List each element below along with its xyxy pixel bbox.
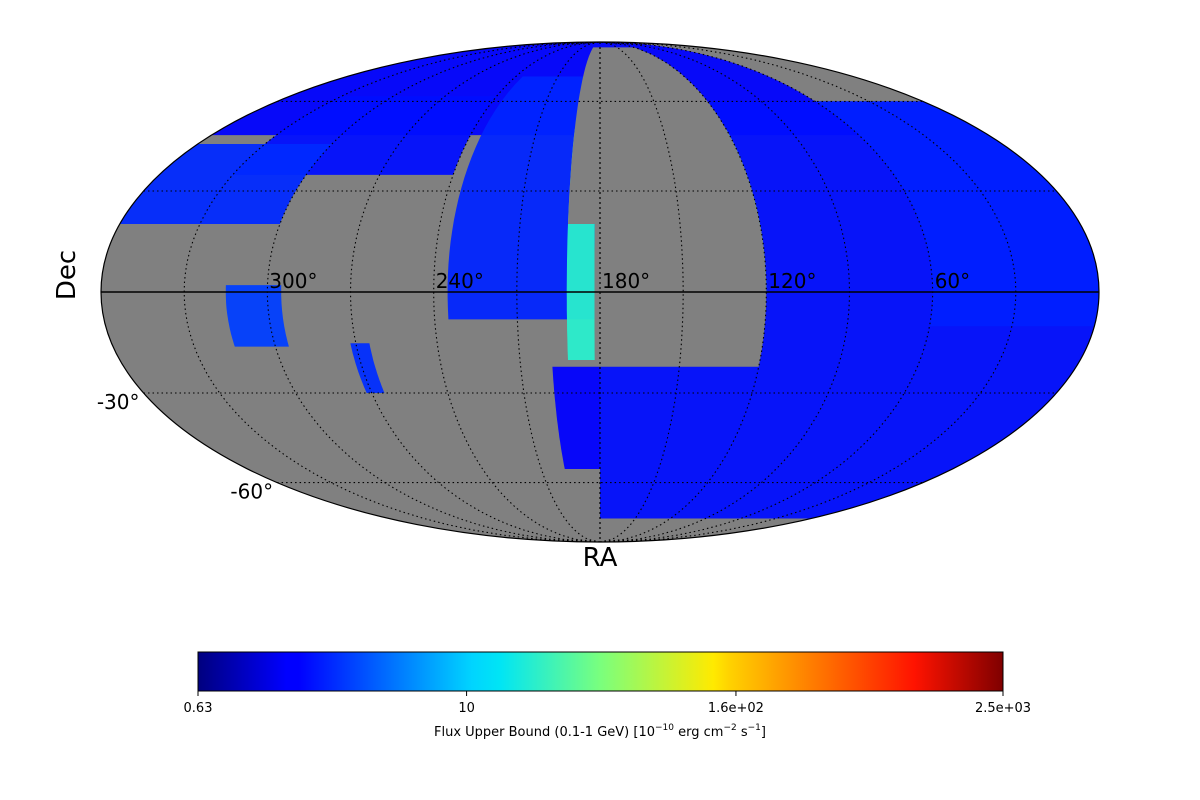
colorbar-gradient	[197, 651, 1004, 692]
flux-region-north-east-edge	[119, 144, 332, 224]
flux-regions	[119, 42, 1099, 519]
ra-tick-120: 120°	[768, 269, 816, 293]
ra-tick-60: 60°	[935, 269, 970, 293]
colorbar-tick-label-0: 0.63	[184, 701, 213, 716]
flux-region-small-patch-2	[350, 343, 385, 393]
meridian-120	[599, 42, 767, 542]
dec-tick--60: -60°	[230, 480, 273, 504]
no-data-central-hole	[600, 47, 767, 367]
colorbar-label: Flux Upper Bound (0.1-1 GeV) [10−10 erg …	[434, 723, 766, 740]
meridian-240	[433, 42, 601, 542]
y-axis-title: Dec	[52, 250, 82, 300]
ra-tick-labels: 300° 240° 180° 120° 60°	[269, 269, 970, 293]
dec-tick--30: -30°	[97, 390, 140, 414]
colorbar-tick-label-2: 1.6e+02	[708, 701, 764, 716]
ra-tick-240: 240°	[436, 269, 484, 293]
colorbar-tick-label-1: 10	[458, 701, 475, 716]
colorbar-ticks: 0.63 10 1.6e+02 2.5e+03	[184, 691, 1031, 716]
no-data-central-hole-north-ext	[568, 47, 600, 225]
dec-tick-labels: -30° -60°	[97, 390, 273, 504]
flux-region-west-edge-north	[815, 101, 1099, 327]
ra-tick-180: 180°	[602, 269, 650, 293]
flux-region-south-strip	[552, 366, 600, 469]
colorbar-tick-label-3: 2.5e+03	[975, 701, 1031, 716]
flux-region-small-patch-1	[225, 285, 289, 347]
flux-region-central-north	[447, 76, 598, 320]
ra-tick-300: 300°	[269, 269, 317, 293]
x-axis-title: RA	[583, 543, 618, 573]
colorbar: 0.63 10 1.6e+02 2.5e+03 Flux Upper Bound (0…	[184, 651, 1031, 740]
